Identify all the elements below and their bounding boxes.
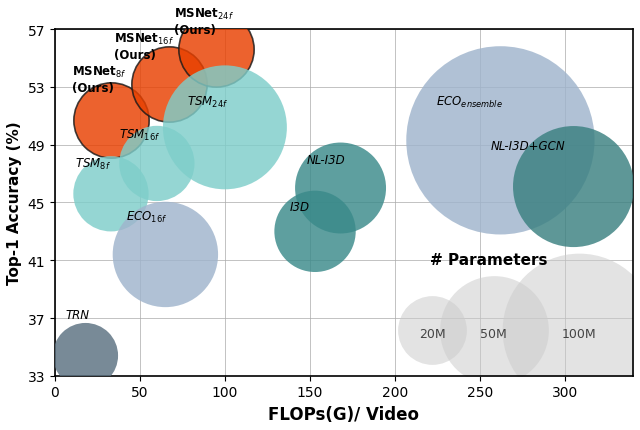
Point <box>164 81 174 88</box>
Text: TSM$_{16f}$: TSM$_{16f}$ <box>120 127 161 142</box>
Text: MSNet$_{16f}$
(Ours): MSNet$_{16f}$ (Ours) <box>115 32 175 62</box>
Point <box>488 326 499 333</box>
Text: MSNet$_{8f}$
(Ours): MSNet$_{8f}$ (Ours) <box>72 65 127 95</box>
Point <box>310 228 320 235</box>
Text: ECO$_{16f}$: ECO$_{16f}$ <box>126 209 168 224</box>
Text: 100M: 100M <box>561 328 596 341</box>
Point <box>335 185 346 192</box>
Y-axis label: Top-1 Accuracy (%): Top-1 Accuracy (%) <box>7 121 22 285</box>
Point <box>211 47 221 54</box>
Text: I3D: I3D <box>289 200 310 213</box>
Text: ECO$_{ensemble}$: ECO$_{ensemble}$ <box>436 94 502 109</box>
Text: 50M: 50M <box>480 328 507 341</box>
Point <box>568 184 579 190</box>
Text: TSM$_{8f}$: TSM$_{8f}$ <box>76 156 111 171</box>
Point <box>106 117 116 124</box>
Point <box>428 326 438 333</box>
Text: TRN: TRN <box>65 308 89 321</box>
Point <box>81 352 91 359</box>
Text: NL-I3D: NL-I3D <box>307 154 345 167</box>
Point <box>573 326 584 333</box>
X-axis label: FLOPs(G)/ Video: FLOPs(G)/ Video <box>268 405 419 423</box>
Point <box>495 138 506 144</box>
Text: # Parameters: # Parameters <box>429 253 547 268</box>
Point <box>220 125 230 132</box>
Text: MSNet$_{24f}$
(Ours): MSNet$_{24f}$ (Ours) <box>174 7 234 37</box>
Point <box>152 161 162 168</box>
Text: 20M: 20M <box>419 328 445 341</box>
Point <box>106 191 116 198</box>
Text: TSM$_{24f}$: TSM$_{24f}$ <box>188 94 228 109</box>
Text: NL-I3D+GCN: NL-I3D+GCN <box>490 140 565 153</box>
Point <box>160 252 170 258</box>
